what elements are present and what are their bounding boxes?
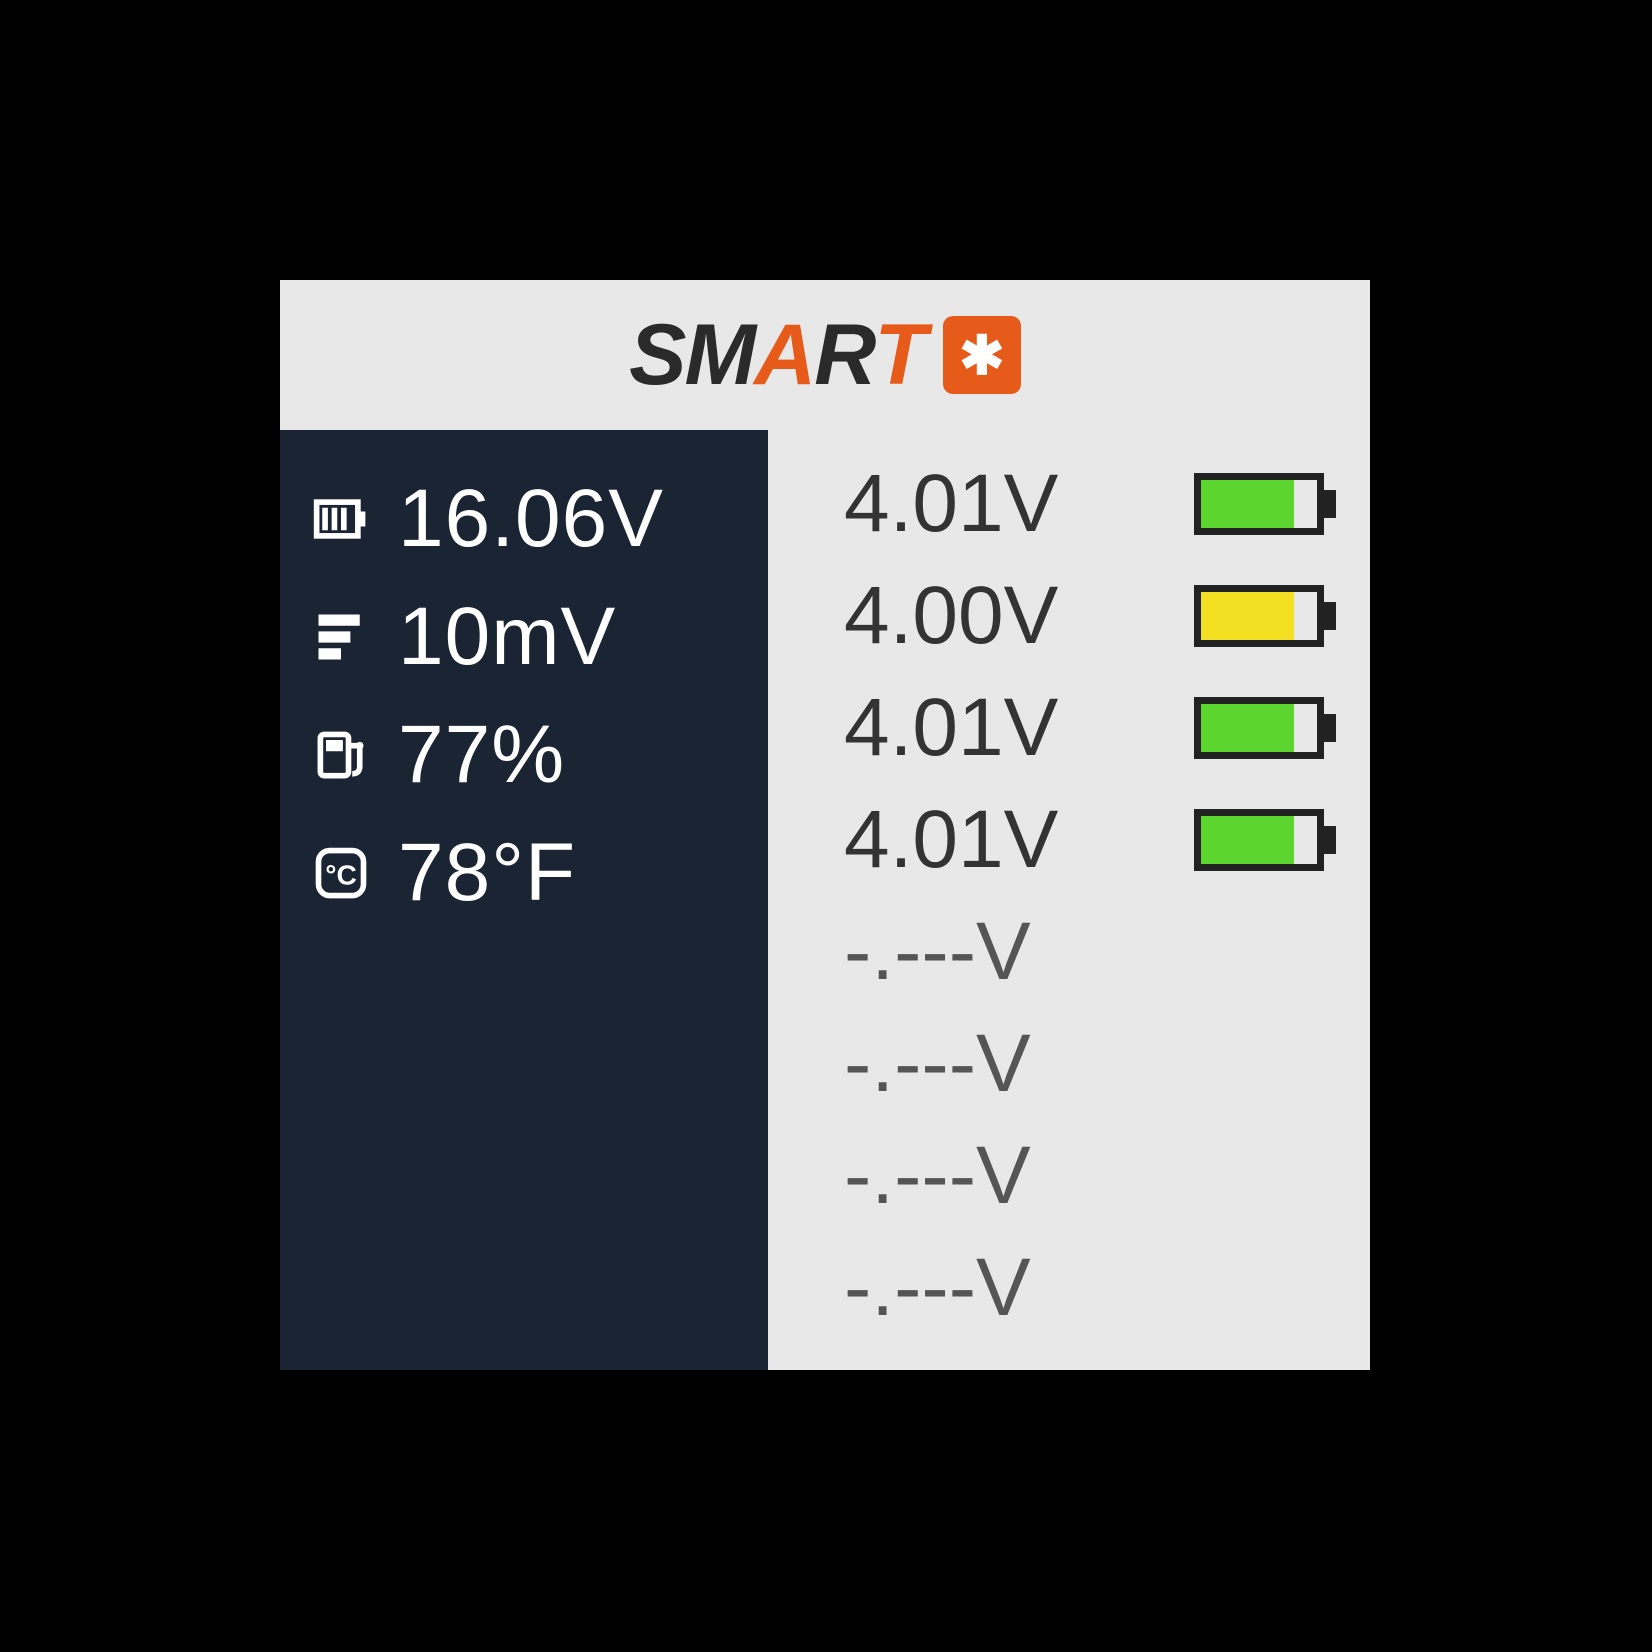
stat-capacity: 77% [310,696,748,814]
smart-logo: SMART ✱ [629,306,1021,405]
battery-full-icon [310,488,372,550]
cells-icon [310,606,372,668]
cell-row: 4.00V [768,560,1370,672]
battery-fill [1201,480,1294,528]
cell-row: -.---V [768,1120,1370,1232]
cell-voltage-value: -.---V [844,1241,1164,1335]
cell-battery-icon [1194,809,1338,871]
cell-battery-icon [1194,697,1338,759]
cell-row: 4.01V [768,784,1370,896]
cells-panel: 4.01V 4.00V 4.01V 4.01V -.---V -.---V -.---V -.… [768,430,1370,1370]
delta-value: 10mV [398,590,616,684]
cell-row: -.---V [768,1008,1370,1120]
logo-letter: M [684,306,754,405]
battery-fill [1201,816,1294,864]
temperature-value: 78°F [398,826,576,920]
cell-row: -.---V [768,896,1370,1008]
header: SMART ✱ [280,280,1370,430]
battery-fill [1201,704,1294,752]
logo-letter: A [754,306,814,405]
capacity-value: 77% [398,708,565,802]
cell-row: 4.01V [768,448,1370,560]
total-voltage-value: 16.06V [398,472,664,566]
cell-voltage-value: -.---V [844,1017,1164,1111]
fuel-icon [310,724,372,786]
cell-voltage-value: 4.01V [844,457,1164,551]
logo-letter: S [629,306,684,405]
cell-battery-icon [1194,585,1338,647]
svg-text:°C: °C [325,859,357,890]
cell-voltage-value: -.---V [844,905,1164,999]
temperature-icon: °C [310,842,372,904]
summary-panel: 16.06V 10mV [280,430,768,1370]
cell-row: -.---V [768,1232,1370,1344]
logo-text: SMART [629,306,925,405]
device-screen: SMART ✱ 16.06V [280,280,1370,1370]
stat-delta: 10mV [310,578,748,696]
main-body: 16.06V 10mV [280,430,1370,1370]
logo-letter: R [814,306,874,405]
logo-letter: T [874,306,925,405]
cell-battery-icon [1194,473,1338,535]
cell-row: 4.01V [768,672,1370,784]
battery-fill [1201,592,1294,640]
cell-voltage-value: 4.00V [844,569,1164,663]
cell-voltage-value: -.---V [844,1129,1164,1223]
stat-temperature: °C 78°F [310,814,748,932]
logo-badge-glyph: ✱ [959,324,1004,387]
cell-voltage-value: 4.01V [844,681,1164,775]
stat-total-voltage: 16.06V [310,460,748,578]
logo-badge-icon: ✱ [943,316,1021,394]
cell-voltage-value: 4.01V [844,793,1164,887]
